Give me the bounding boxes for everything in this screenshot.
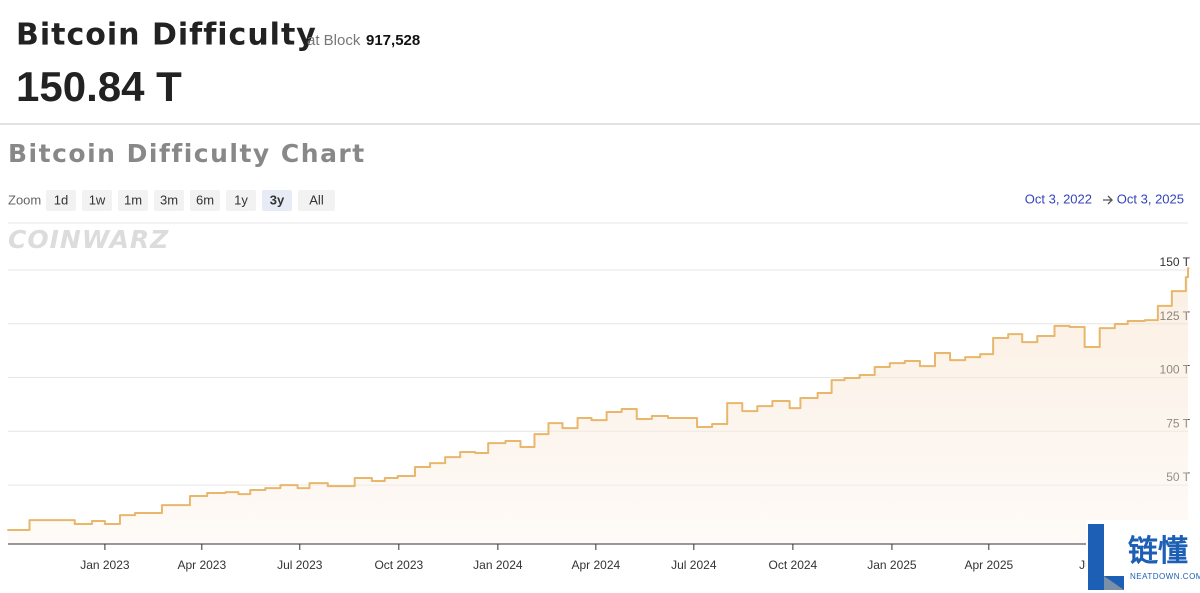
badge-logo	[1088, 524, 1124, 590]
x-tick-label: Oct 2024	[769, 558, 818, 572]
zoom-button-bg[interactable]	[298, 190, 335, 211]
x-tick-label: Jul 2023	[277, 558, 323, 572]
range-arrow	[1103, 195, 1113, 205]
page-title: Bitcoin Difficulty	[16, 18, 317, 53]
zoom-button-bg[interactable]	[82, 190, 112, 211]
y-tick-label: 150 T	[1160, 255, 1191, 269]
x-tick-label: Apr 2023	[177, 558, 226, 572]
zoom-button-label[interactable]: 1y	[234, 192, 248, 207]
zoom-button[interactable]: 1d	[46, 190, 76, 211]
corner-badge: 链懂 NEATDOWN.COM	[1086, 520, 1200, 593]
zoom-button-label[interactable]: 3y	[270, 192, 285, 207]
x-tick-label: Oct 2023	[374, 558, 423, 572]
zoom-button-bg[interactable]	[46, 190, 76, 211]
range-to: Oct 3, 2025	[1117, 191, 1184, 206]
badge-subtitle: NEATDOWN.COM	[1130, 572, 1200, 581]
badge-logo-shade	[1104, 576, 1124, 590]
zoom-button[interactable]: 3m	[154, 190, 184, 211]
zoom-button-label[interactable]: 6m	[196, 192, 214, 207]
current-difficulty: 150.84 T	[16, 63, 182, 110]
area	[8, 268, 1188, 544]
zoom-button-label[interactable]: 1w	[89, 192, 106, 207]
x-tick-label: Jul 2024	[671, 558, 717, 572]
badge-title: 链懂	[1128, 534, 1188, 568]
x-tick-label: Jan 2023	[80, 558, 130, 572]
zoom-button-bg[interactable]	[262, 190, 292, 211]
zoom-button-label[interactable]: 3m	[160, 192, 178, 207]
chart-title: Bitcoin Difficulty Chart	[8, 139, 366, 168]
range-from: Oct 3, 2022	[1025, 191, 1092, 206]
zoom-label: Zoom	[8, 192, 41, 207]
zoom-button[interactable]: 1w	[82, 190, 112, 211]
x-tick-label: Apr 2024	[571, 558, 620, 572]
zoom-button-bg[interactable]	[118, 190, 148, 211]
zoom-button-bg[interactable]	[226, 190, 256, 211]
zoom-button-bg[interactable]	[190, 190, 220, 211]
x-tick-label: Apr 2025	[964, 558, 1013, 572]
zoom-button[interactable]: 3y	[262, 190, 292, 211]
zoom-button-bg[interactable]	[154, 190, 184, 211]
zoom-button-label[interactable]: 1m	[124, 192, 142, 207]
zoom-button[interactable]: 1m	[118, 190, 148, 211]
zoom-button[interactable]: 1y	[226, 190, 256, 211]
brand-watermark: COINWARZ	[8, 225, 169, 254]
zoom-button[interactable]: All	[298, 190, 335, 211]
zoom-button-label[interactable]: 1d	[54, 192, 68, 207]
block-prefix: at Block	[307, 32, 361, 49]
zoom-button-label[interactable]: All	[309, 192, 324, 207]
zoom-button[interactable]: 6m	[190, 190, 220, 211]
block-number: 917,528	[366, 32, 420, 49]
x-tick-label: Jan 2024	[473, 558, 523, 572]
x-tick-label: Jan 2025	[867, 558, 917, 572]
